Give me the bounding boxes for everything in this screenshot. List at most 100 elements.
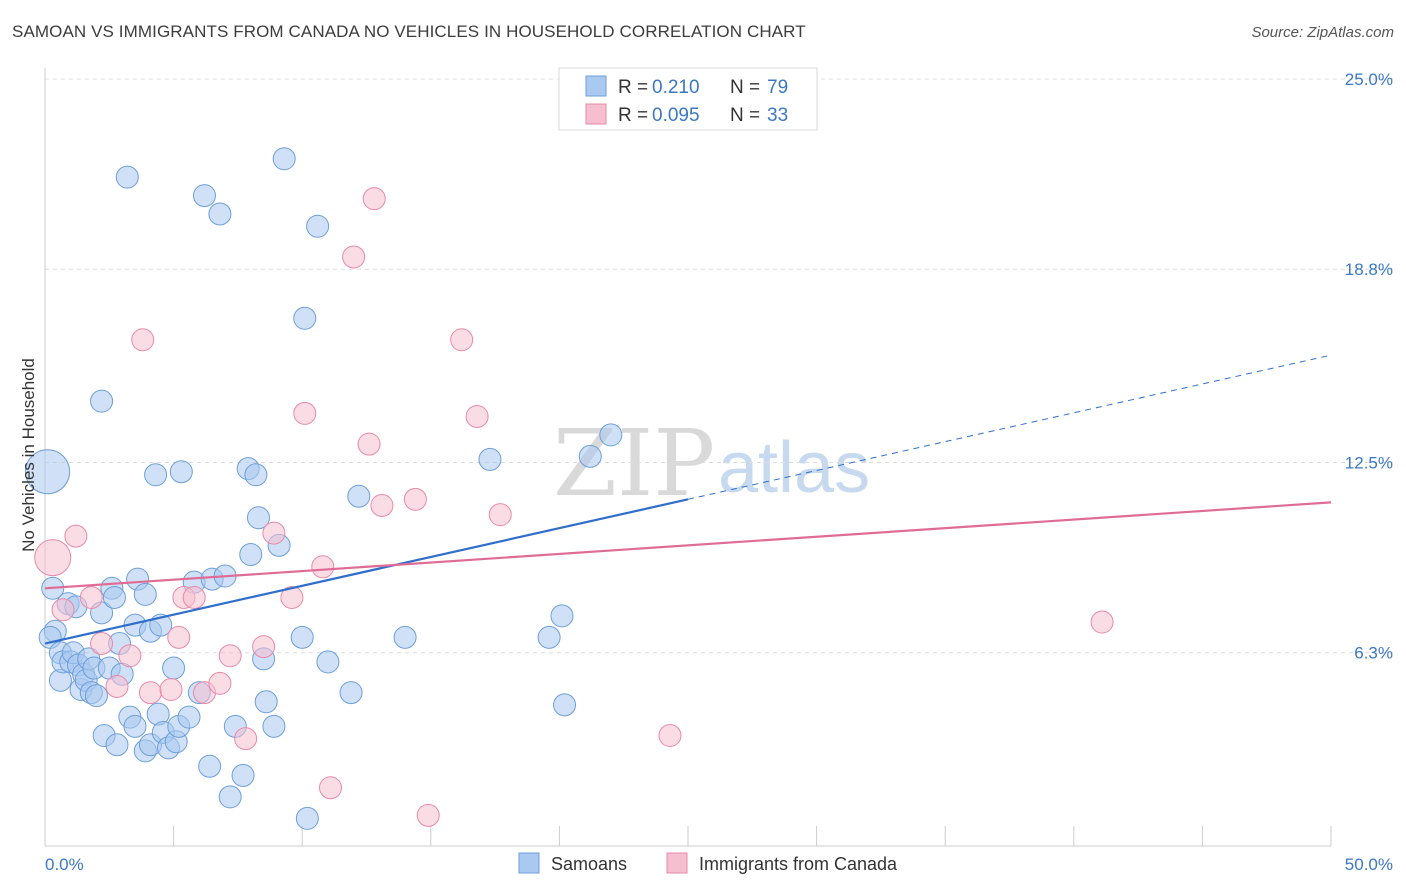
canada-point xyxy=(403,487,427,511)
legend-swatch xyxy=(585,103,607,125)
canada-point xyxy=(90,632,114,656)
watermark-atlas: atlas xyxy=(718,428,870,508)
samoan-point xyxy=(90,389,114,413)
samoan-point xyxy=(553,693,577,717)
chart-title: SAMOAN VS IMMIGRANTS FROM CANADA NO VEHI… xyxy=(12,22,806,41)
samoan-point xyxy=(347,484,371,508)
samoan-point xyxy=(198,754,222,778)
y-axis-title: No Vehicles in Household xyxy=(19,358,38,552)
canada-point xyxy=(262,521,286,545)
canada-trend-line xyxy=(44,501,1332,590)
canada-point xyxy=(182,585,206,609)
samoan-point xyxy=(133,582,157,606)
samoan-point xyxy=(537,625,561,649)
samoan-point xyxy=(169,460,193,484)
samoan-point xyxy=(123,714,147,738)
canada-point xyxy=(293,401,317,425)
legend-r-label: R = xyxy=(618,77,648,98)
samoan-point xyxy=(177,705,201,729)
legend-r-value: 0.095 xyxy=(652,105,700,126)
canada-point xyxy=(159,678,183,702)
canada-point xyxy=(167,625,191,649)
bottom-legend-swatch xyxy=(518,852,540,874)
bottom-legend: Samoans Immigrants from Canada xyxy=(518,852,898,874)
canada-point xyxy=(105,674,129,698)
samoan-point xyxy=(208,202,232,226)
samoan-point xyxy=(578,444,602,468)
canada-point xyxy=(362,187,386,211)
canada-point xyxy=(118,644,142,668)
samoan-point xyxy=(262,714,286,738)
canada-point xyxy=(450,328,474,352)
canada-point xyxy=(311,555,335,579)
data-points xyxy=(25,147,1114,830)
samoan-point xyxy=(550,604,574,628)
legend-r-value: 0.210 xyxy=(652,77,700,98)
canada-point xyxy=(218,644,242,668)
bottom-legend-label: Samoans xyxy=(551,854,627,874)
canada-point xyxy=(658,724,682,748)
samoan-point xyxy=(339,681,363,705)
samoan-point xyxy=(105,733,129,757)
samoan-point xyxy=(162,656,186,680)
y-tick-label: 18.8% xyxy=(1345,260,1393,279)
samoan-point xyxy=(218,785,242,809)
canada-point xyxy=(234,727,258,751)
bottom-legend-swatch xyxy=(666,852,688,874)
x-tick-label: 0.0% xyxy=(45,855,84,874)
samoan-point xyxy=(293,306,317,330)
samoan-point xyxy=(478,447,502,471)
samoan-point xyxy=(102,585,126,609)
canada-point xyxy=(208,671,232,695)
canada-point xyxy=(488,503,512,527)
canada-point xyxy=(34,539,72,577)
canada-point xyxy=(370,493,394,517)
canada-point xyxy=(357,432,381,456)
canada-point xyxy=(416,803,440,827)
y-tick-label: 12.5% xyxy=(1345,454,1393,473)
samoan-trend-line xyxy=(44,498,689,645)
samoan-point xyxy=(25,449,71,495)
watermark: ZIP atlas xyxy=(553,410,870,517)
legend-n-label: N = xyxy=(730,77,760,98)
samoan-point xyxy=(231,763,255,787)
legend-swatch xyxy=(585,75,607,97)
canada-point xyxy=(131,328,155,352)
grid xyxy=(45,78,1395,654)
samoan-point xyxy=(244,463,268,487)
tick-labels: 6.3% 12.5% 18.8% 25.0% 0.0% 50.0% xyxy=(45,70,1393,874)
legend-n-label: N = xyxy=(730,105,760,126)
samoan-point xyxy=(306,214,330,238)
legend-n-value: 79 xyxy=(767,77,788,98)
bottom-legend-label: Immigrants from Canada xyxy=(699,854,898,874)
canada-point xyxy=(342,245,366,269)
x-tick-label: 50.0% xyxy=(1345,855,1393,874)
samoan-point xyxy=(295,806,319,830)
trend-lines xyxy=(44,354,1332,645)
legend-n-value: 33 xyxy=(767,105,788,126)
canada-point xyxy=(1090,610,1114,634)
samoan-point xyxy=(144,463,168,487)
legend: R = 0.210 N = 79 R = 0.095 N = 33 xyxy=(558,67,818,131)
canada-point xyxy=(64,524,88,548)
samoan-point xyxy=(115,165,139,189)
canada-point xyxy=(79,585,103,609)
samoan-point xyxy=(192,184,216,208)
canada-point xyxy=(465,404,489,428)
samoan-point xyxy=(254,690,278,714)
samoan-point xyxy=(239,543,263,567)
canada-point xyxy=(138,681,162,705)
y-tick-label: 25.0% xyxy=(1345,70,1393,89)
canada-point xyxy=(51,598,75,622)
canada-point xyxy=(318,776,342,800)
legend-r-label: R = xyxy=(618,105,648,126)
watermark-zip: ZIP xyxy=(553,410,715,517)
y-tick-label: 6.3% xyxy=(1354,644,1393,663)
samoan-point xyxy=(393,625,417,649)
samoan-point xyxy=(316,650,340,674)
samoan-point xyxy=(84,684,108,708)
samoan-point xyxy=(290,625,314,649)
samoan-point xyxy=(246,506,270,530)
samoan-point xyxy=(599,423,623,447)
